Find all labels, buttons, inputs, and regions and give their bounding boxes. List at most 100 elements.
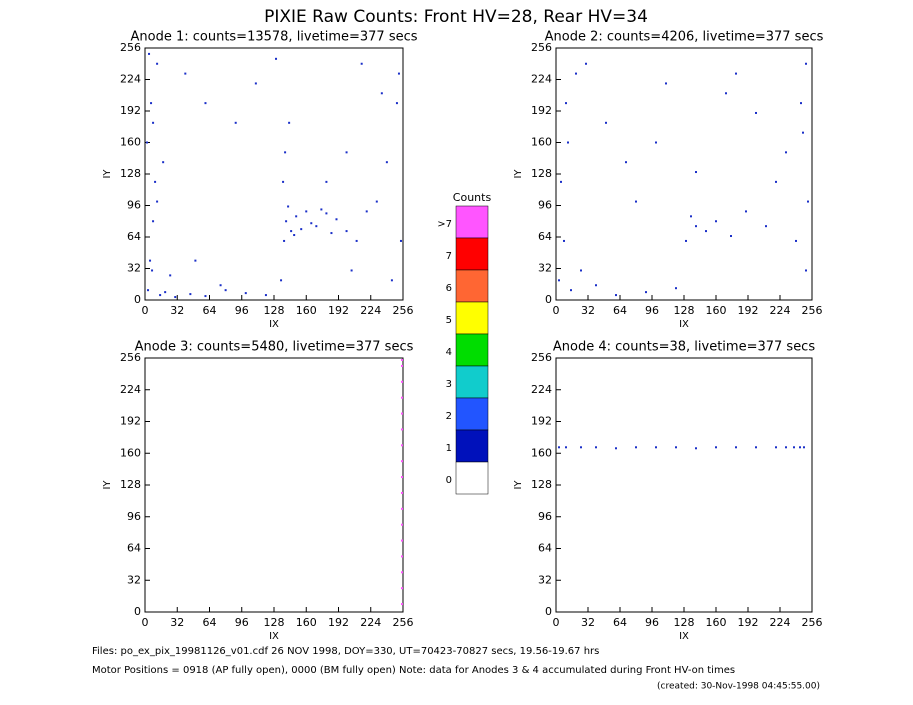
x-tick-label: 128 <box>674 304 695 317</box>
point <box>295 215 298 218</box>
point <box>159 294 162 297</box>
point <box>645 291 647 294</box>
point <box>775 446 777 449</box>
point <box>400 507 403 510</box>
point <box>400 523 403 526</box>
point <box>285 220 288 223</box>
point <box>690 215 692 218</box>
y-tick-label: 224 <box>531 383 552 396</box>
footer-line: Motor Positions = 0918 (AP fully open), … <box>92 665 735 676</box>
plot-frame <box>144 357 404 613</box>
point <box>400 539 403 542</box>
point <box>395 102 398 105</box>
x-tick-label: 64 <box>203 304 217 317</box>
y-tick-label: 256 <box>531 41 552 54</box>
point <box>400 412 403 415</box>
y-tick-label: 160 <box>531 446 552 459</box>
x-axis-label: IX <box>679 631 689 642</box>
point <box>148 52 151 55</box>
point <box>565 446 567 449</box>
point <box>400 460 403 463</box>
point <box>345 230 348 233</box>
point <box>325 180 328 183</box>
point <box>244 292 247 295</box>
point <box>184 72 187 75</box>
point <box>320 208 323 211</box>
point <box>730 235 732 238</box>
y-tick-label: 32 <box>127 262 141 275</box>
point <box>287 205 290 208</box>
point <box>400 491 403 494</box>
point <box>580 269 582 272</box>
point <box>558 279 560 282</box>
point <box>807 200 809 203</box>
x-axis-label: IX <box>679 319 689 330</box>
point <box>284 151 287 154</box>
x-tick-label: 64 <box>613 616 627 629</box>
point <box>400 364 403 367</box>
point <box>400 603 403 606</box>
point <box>655 446 657 449</box>
y-tick-label: 256 <box>531 351 552 364</box>
colorbar-label: 1 <box>446 443 452 454</box>
point <box>775 180 777 183</box>
point <box>635 200 637 203</box>
point <box>765 225 767 228</box>
y-tick-label: 128 <box>531 478 552 491</box>
point <box>735 446 737 449</box>
point <box>150 102 153 105</box>
x-tick-label: 256 <box>393 304 414 317</box>
panel-title: Anode 2: counts=4206, livetime=377 secs <box>545 30 824 45</box>
y-tick-label: 32 <box>538 573 552 586</box>
point <box>567 141 569 144</box>
y-tick-label: 96 <box>538 199 552 212</box>
point <box>715 446 717 449</box>
y-tick-label: 96 <box>127 199 141 212</box>
point <box>705 230 707 233</box>
point <box>293 234 296 237</box>
x-tick-label: 256 <box>802 616 823 629</box>
point <box>151 269 154 272</box>
colorbar-label: 5 <box>446 315 452 326</box>
point <box>799 446 801 449</box>
point <box>735 72 737 75</box>
x-tick-label: 128 <box>264 616 285 629</box>
x-tick-label: 192 <box>738 304 759 317</box>
point <box>156 200 159 203</box>
point <box>275 57 278 60</box>
y-tick-label: 256 <box>120 41 141 54</box>
x-tick-label: 160 <box>706 616 727 629</box>
colorbar-swatch <box>455 365 489 399</box>
point <box>335 218 338 221</box>
point <box>803 446 805 449</box>
colorbar-label: 3 <box>446 379 452 390</box>
y-tick-label: 192 <box>120 415 141 428</box>
x-tick-label: 160 <box>706 304 727 317</box>
colorbar-swatch <box>455 237 489 271</box>
colorbar-title: Counts <box>453 191 492 204</box>
point <box>635 446 637 449</box>
point <box>745 210 747 213</box>
y-tick-label: 0 <box>134 605 141 618</box>
colorbar-swatch <box>455 301 489 335</box>
point <box>785 151 787 154</box>
x-tick-label: 0 <box>553 304 560 317</box>
point <box>585 62 587 65</box>
point <box>675 446 677 449</box>
y-tick-label: 0 <box>545 293 552 306</box>
point <box>169 274 172 277</box>
colorbar-swatch <box>455 461 489 495</box>
point <box>152 220 155 223</box>
point <box>615 294 617 297</box>
point <box>399 239 402 242</box>
point <box>695 447 697 450</box>
point <box>605 121 607 124</box>
x-tick-label: 224 <box>360 304 381 317</box>
plot-frame <box>555 357 813 613</box>
point <box>280 279 283 282</box>
point <box>146 141 149 144</box>
x-tick-label: 64 <box>203 616 217 629</box>
colorbar-label: 0 <box>446 475 452 486</box>
point <box>725 92 727 95</box>
point <box>715 220 717 223</box>
